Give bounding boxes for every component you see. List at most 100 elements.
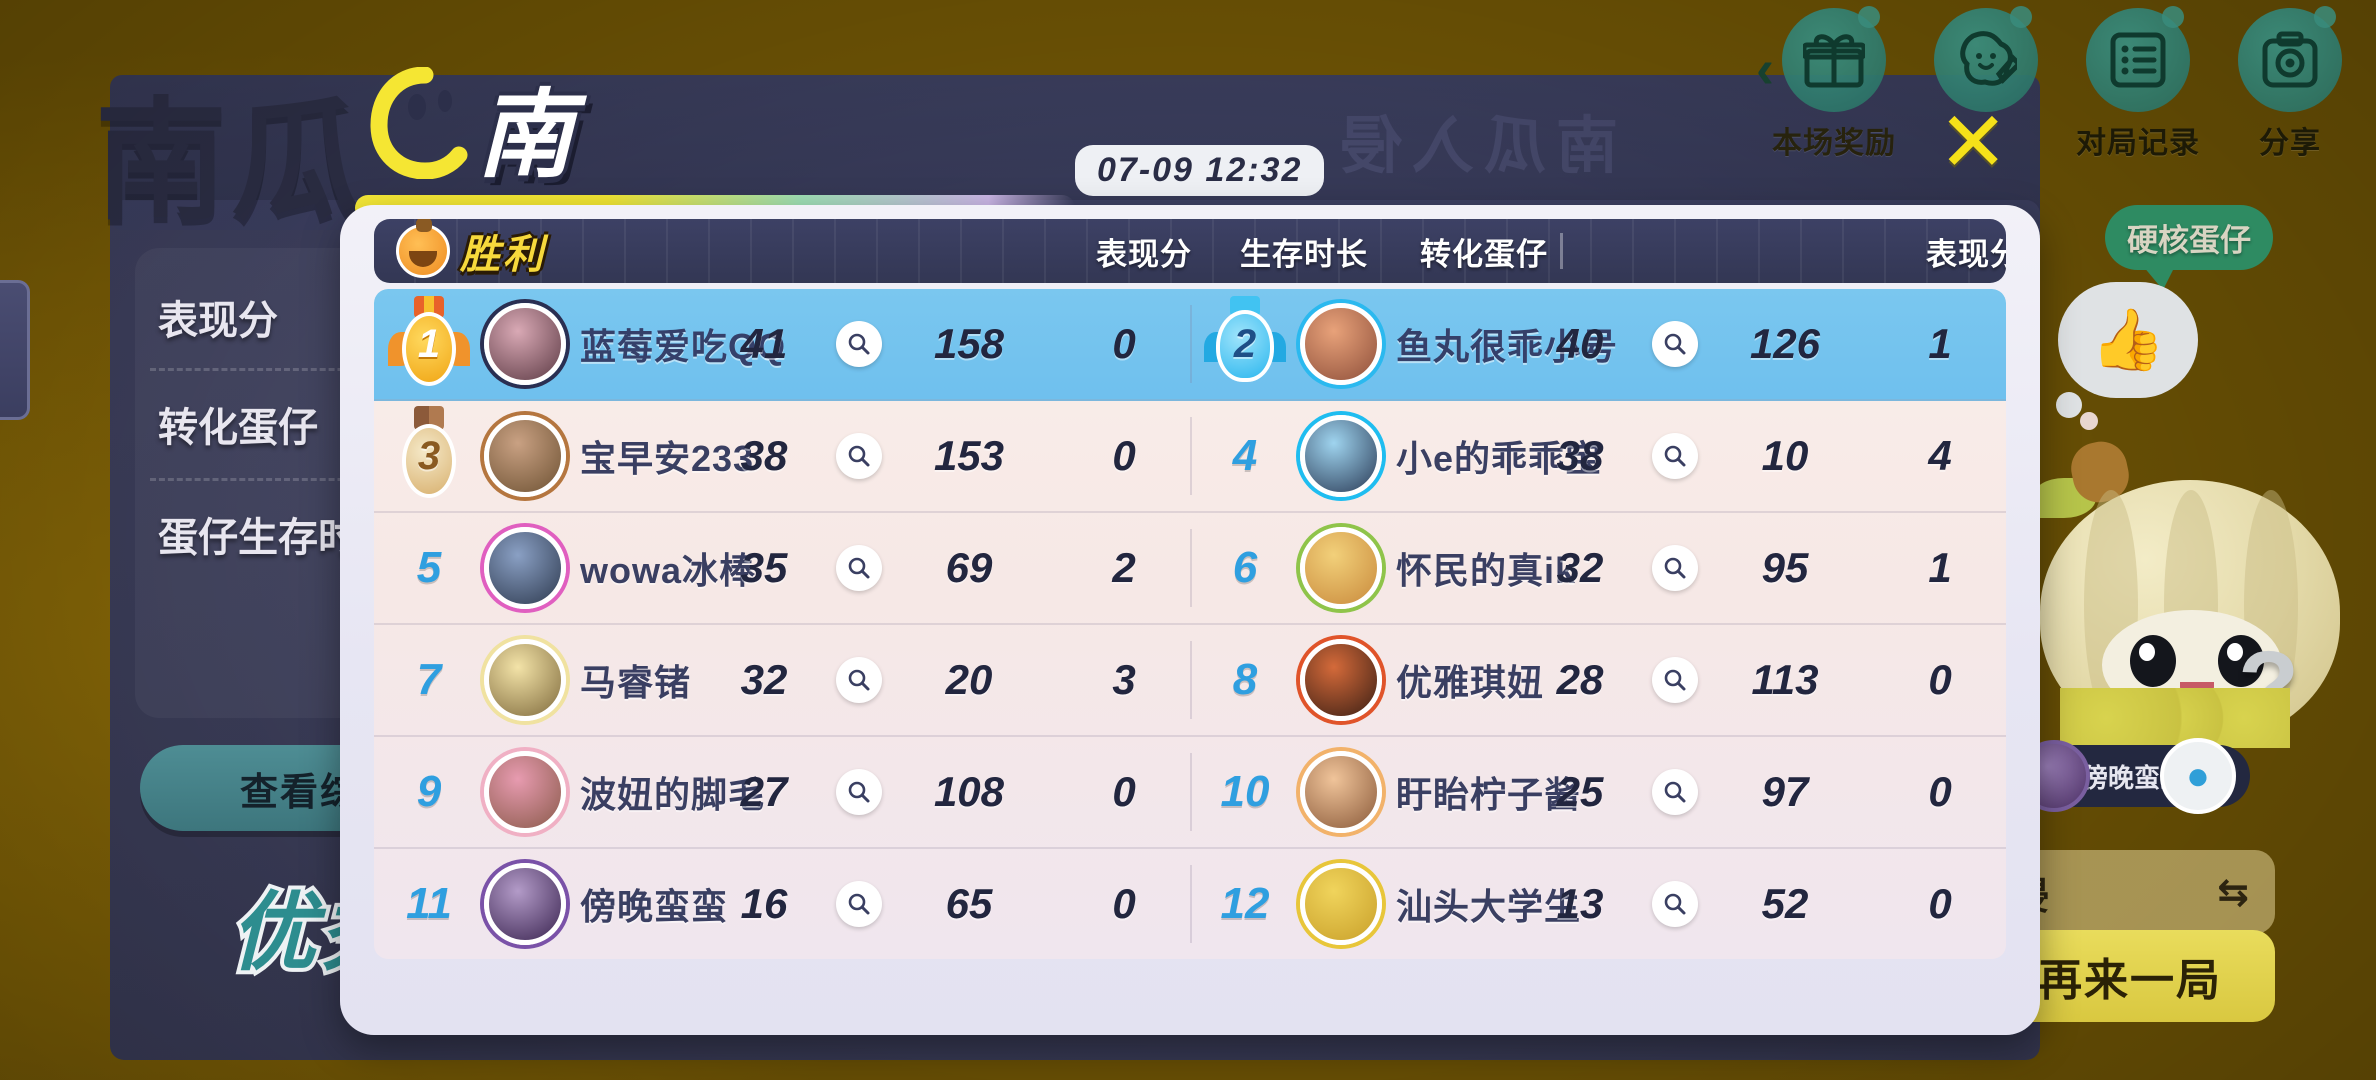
thought-bubble: 👍 [2058, 282, 2198, 398]
survival-value: 113 [1751, 656, 1819, 703]
background-stat-label-0: 表现分 [158, 299, 278, 343]
edit-button[interactable] [1928, 6, 2044, 162]
survival-value: 108 [933, 768, 1005, 815]
rank-number: 11 [406, 879, 452, 928]
player-name: wowa冰棒 [580, 550, 757, 591]
inspect-button[interactable] [836, 321, 882, 367]
score-value: 25 [1556, 768, 1604, 815]
survival-value: 95 [1761, 544, 1809, 591]
inspect-button[interactable] [1652, 881, 1698, 927]
eggs-value: 0 [1112, 880, 1136, 927]
pacman-mascot-icon [369, 67, 481, 179]
scoreboard-half-left: 3 宝早安233 38 153 0 [374, 401, 1190, 511]
score-value: 13 [1556, 880, 1604, 927]
table-row[interactable]: 3 宝早安233 38 153 0 4 小e的乖乖宝 38 10 4 [374, 401, 2006, 513]
table-row[interactable]: 9 波妞的脚毛 27 108 0 10 盱眙柠子酱 25 97 0 [374, 737, 2006, 849]
match-timestamp: 07-09 12:32 [1075, 145, 1325, 196]
eggs-value: 0 [1112, 432, 1136, 479]
medal-bronze: 3 [374, 406, 484, 498]
background-candy-row [2060, 688, 2290, 748]
player-name: 马睿锗 [580, 662, 692, 703]
score-value: 35 [740, 544, 788, 591]
list-icon [2086, 6, 2190, 112]
column-header-eggs-left: 转化蛋仔 [1420, 236, 1548, 272]
score-value: 16 [740, 880, 788, 927]
eggs-value: 0 [1928, 768, 1952, 815]
scoreboard-half-right: 8 优雅琪妞 28 113 0 [1190, 625, 2006, 735]
background-title-ghost: 南瓜 [95, 55, 367, 246]
inspect-button[interactable] [836, 433, 882, 479]
speech-bubble: 硬核蛋仔 [2105, 205, 2273, 290]
share-label: 分享 [2259, 127, 2321, 160]
table-row[interactable]: 11 傍晚蛮蛮 16 65 0 12 汕头大学生 13 52 0 [374, 849, 2006, 959]
eggs-value: 0 [1928, 656, 1952, 703]
rank-number: 5 [416, 543, 442, 592]
match-record-button[interactable]: 对局记录 [2076, 6, 2199, 162]
table-row[interactable]: 5 wowa冰棒 35 69 2 6 怀民的真ik 32 95 1 [374, 513, 2006, 625]
avatar[interactable] [1300, 527, 1382, 609]
survival-value: 153 [933, 432, 1005, 479]
header-columns-left: 表现分 生存时长 转化蛋仔 [1074, 219, 1574, 283]
avatar[interactable] [1300, 415, 1382, 497]
avatar[interactable] [1300, 863, 1382, 945]
eggs-value: 1 [1928, 544, 1952, 591]
share-button[interactable]: 分享 [2232, 6, 2348, 162]
eggs-value: 4 [1928, 432, 1952, 479]
avatar[interactable] [484, 527, 566, 609]
egg-badge-icon: ● [2160, 738, 2236, 814]
header-columns-right: 表现分 生存时长 转化蛋仔 [1904, 219, 2006, 283]
rank-number: 8 [1232, 655, 1258, 704]
inspect-button[interactable] [1652, 769, 1698, 815]
avatar[interactable] [484, 751, 566, 833]
thought-dot-small [2080, 412, 2098, 430]
victory-label: 胜利 [460, 233, 546, 277]
avatar[interactable] [1300, 639, 1382, 721]
reward-label: 本场奖励 [1772, 127, 1896, 160]
avatar[interactable] [484, 863, 566, 945]
scoreboard-table: 1 蓝莓爱吃QQ 41 158 0 2 鱼丸很乖小号 40 126 1 3 宝早安233 38 153 0 4… [374, 289, 2006, 959]
table-row[interactable]: 7 马睿锗 32 20 3 8 优雅琪妞 28 113 0 [374, 625, 2006, 737]
avatar[interactable] [1300, 751, 1382, 833]
rank-number: 12 [1220, 879, 1270, 928]
score-value: 32 [1556, 544, 1604, 591]
match-record-label: 对局记录 [2076, 127, 2200, 160]
scoreboard-half-left: 9 波妞的脚毛 27 108 0 [374, 737, 1190, 847]
close-button[interactable]: ✕ [1938, 95, 2009, 189]
survival-value: 126 [1749, 320, 1821, 367]
player-name: 宝早安233 [580, 438, 755, 479]
scoreboard-half-left: 11 傍晚蛮蛮 16 65 0 [374, 849, 1190, 959]
inspect-button[interactable] [836, 545, 882, 591]
inspect-button[interactable] [1652, 321, 1698, 367]
scoreboard-half-right: 12 汕头大学生 13 52 0 [1190, 849, 2006, 959]
score-value: 38 [740, 432, 788, 479]
rank-number: 4 [1232, 431, 1258, 480]
medal-silver: 2 [1190, 296, 1300, 386]
avatar[interactable] [484, 415, 566, 497]
score-value: 38 [1556, 432, 1604, 479]
survival-value: 10 [1761, 432, 1809, 479]
player-name: 鱼丸很乖小号 [1396, 326, 1619, 367]
reward-button[interactable]: ‹ 本场奖励 [1756, 6, 1895, 162]
inspect-button[interactable] [836, 769, 882, 815]
star-pen-icon [1934, 6, 2038, 112]
table-row[interactable]: 1 蓝莓爱吃QQ 41 158 0 2 鱼丸很乖小号 40 126 1 [374, 289, 2006, 401]
top-right-toolbar: ‹ 本场奖励 [1756, 6, 2348, 162]
chevron-left-icon: ‹ [1756, 39, 1774, 99]
inspect-button[interactable] [836, 657, 882, 703]
column-header-survival-left: 生存时长 [1240, 236, 1368, 272]
survival-value: 158 [933, 320, 1005, 367]
gift-icon: ‹ [1756, 6, 1886, 112]
inspect-button[interactable] [1652, 657, 1698, 703]
victory-badge: 胜利 [396, 219, 546, 280]
inspect-button[interactable] [1652, 545, 1698, 591]
avatar[interactable] [484, 639, 566, 721]
eggs-value: 3 [1112, 656, 1136, 703]
inspect-button[interactable] [1652, 433, 1698, 479]
avatar[interactable] [1300, 303, 1382, 385]
score-value: 28 [1556, 656, 1604, 703]
header-divider [1560, 233, 1563, 269]
avatar[interactable] [484, 303, 566, 385]
inspect-button[interactable] [836, 881, 882, 927]
survival-value: 65 [945, 880, 993, 927]
player-name: 怀民的真ik [1396, 550, 1577, 591]
